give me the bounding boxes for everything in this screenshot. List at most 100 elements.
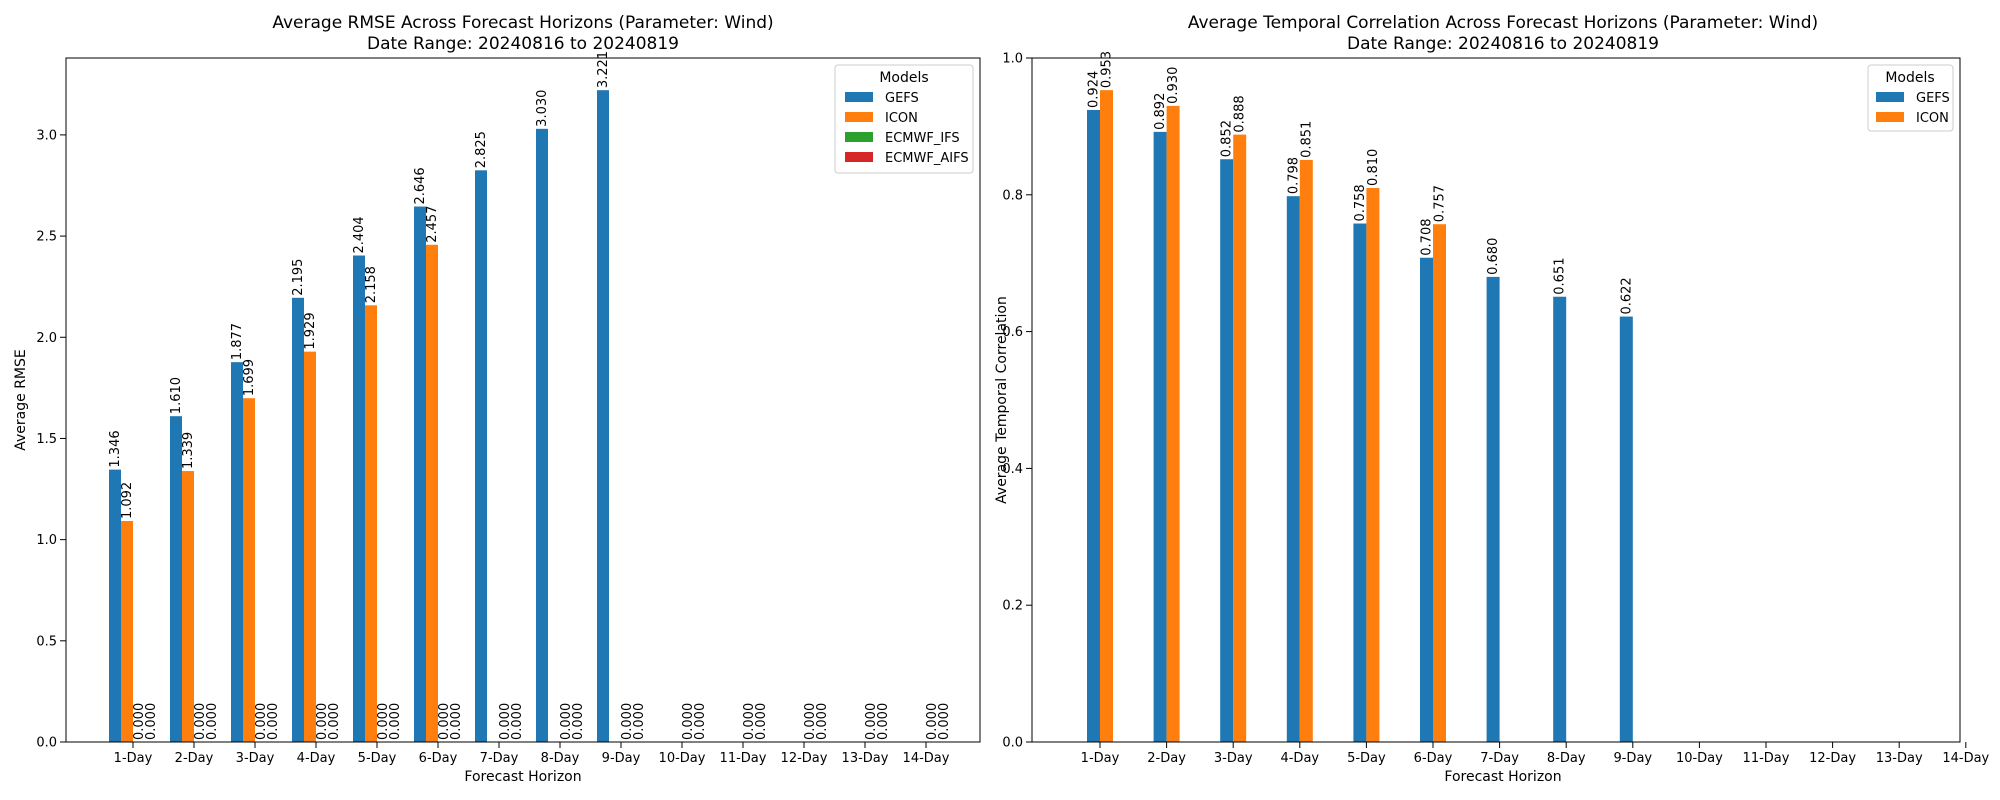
rmse-data-label-ecmwf-ifs-3-day: 0.000 [254,703,269,740]
corr-bar-icon-6-day [1433,224,1446,742]
corr-x-tick-label-1-day: 1-Day [1081,751,1120,766]
rmse-bar-gefs-5-day [353,255,365,742]
corr-y-ticks: 0.0 0.2 0.4 0.6 0.8 1.0 [1002,52,1032,751]
rmse-data-label-ecmwf-aifs-13-day: 0.000 [876,703,891,740]
rmse-data-label-icon-4-day: 1.929 [303,312,318,349]
corr-x-tick-label-2-day: 2-Day [1147,751,1186,766]
corr-x-tick-label-14-day: 14-Day [1942,751,1989,766]
rmse-data-label-ecmwf-ifs-8-day: 0.000 [559,703,574,740]
rmse-legend-label-ecmwf-aifs: ECMWF_AIFS [885,151,969,166]
rmse-bar-icon-1-day [121,521,133,742]
rmse-x-tick-label-9-day: 9-Day [602,751,641,766]
corr-y-tick-label: 0.6 [1002,325,1023,340]
rmse-legend-swatch-icon [845,112,873,122]
rmse-data-label-ecmwf-aifs-14-day: 0.000 [937,703,952,740]
corr-bars [1087,90,1633,743]
rmse-title-line2: Date Range: 20240816 to 20240819 [367,34,679,54]
rmse-title-line1: Average RMSE Across Forecast Horizons (P… [272,13,773,33]
rmse-data-label-ecmwf-aifs-5-day: 0.000 [388,703,403,740]
rmse-x-tick-label-4-day: 4-Day [297,751,336,766]
rmse-legend-label-icon: ICON [885,111,918,126]
corr-data-label-gefs-3-day: 0.852 [1220,120,1235,157]
rmse-data-label-ecmwf-aifs-9-day: 0.000 [632,703,647,740]
rmse-x-tick-label-12-day: 12-Day [781,751,828,766]
rmse-data-label-ecmwf-ifs-7-day: 0.000 [498,703,513,740]
rmse-data-label-ecmwf-aifs-8-day: 0.000 [571,703,586,740]
rmse-data-label-ecmwf-aifs-4-day: 0.000 [327,703,342,740]
corr-data-label-gefs-6-day: 0.708 [1420,219,1435,256]
rmse-legend-title: Models [879,70,928,86]
corr-legend-title: Models [1885,70,1934,86]
rmse-legend-label-ecmwf-ifs: ECMWF_IFS [885,131,960,146]
rmse-x-tick-label-14-day: 14-Day [903,751,950,766]
rmse-x-tick-label-1-day: 1-Day [114,751,153,766]
correlation-chart: Average Temporal Correlation Across Fore… [994,13,1990,785]
rmse-data-label-ecmwf-ifs-4-day: 0.000 [315,703,330,740]
corr-data-label-icon-2-day: 0.930 [1166,67,1181,104]
rmse-x-tick-label-5-day: 5-Day [358,751,397,766]
rmse-data-label-gefs-5-day: 2.404 [352,216,367,253]
rmse-bar-gefs-8-day [536,128,548,742]
corr-y-axis-label: Average Temporal Correlation [994,296,1010,504]
rmse-data-label-ecmwf-aifs-3-day: 0.000 [266,703,281,740]
corr-bar-icon-1-day [1100,90,1113,742]
rmse-data-label-ecmwf-ifs-10-day: 0.000 [681,703,696,740]
corr-legend-label-icon: ICON [1916,111,1949,126]
rmse-data-label-ecmwf-ifs-12-day: 0.000 [803,703,818,740]
rmse-legend-swatch-ecmwf-aifs [845,152,873,162]
corr-legend-items: GEFS ICON [1876,91,1950,126]
corr-y-tick-label: 0.0 [1002,736,1023,751]
rmse-data-label-icon-2-day: 1.339 [181,432,196,469]
corr-legend: Models GEFS ICON [1867,64,1954,132]
rmse-data-label-icon-5-day: 2.158 [364,266,379,303]
rmse-y-ticks: 0.0 0.5 1.0 1.5 2.0 2.5 3.0 [36,128,66,751]
corr-x-tick-label-12-day: 12-Day [1809,751,1856,766]
rmse-data-labels: 1.346 1.610 1.877 2.195 2.404 2.646 2.825 3.030… [108,51,952,740]
rmse-bars [109,90,609,743]
corr-data-label-icon-6-day: 0.757 [1433,185,1448,222]
rmse-bar-icon-3-day [243,398,255,742]
corr-x-tick-label-4-day: 4-Day [1280,751,1319,766]
rmse-x-tick-label-13-day: 13-Day [842,751,889,766]
corr-bar-gefs-8-day [1553,296,1567,742]
rmse-data-label-icon-1-day: 1.092 [120,482,135,519]
corr-x-tick-label-3-day: 3-Day [1214,751,1253,766]
rmse-data-label-ecmwf-aifs-1-day: 0.000 [144,703,159,740]
corr-data-label-icon-5-day: 0.810 [1366,149,1381,186]
rmse-x-tick-label-10-day: 10-Day [659,751,706,766]
corr-x-ticks: 1-Day 2-Day 3-Day 4-Day 5-Day 6-Day 7-Day 8-Day… [1081,742,1990,766]
rmse-y-tick-label: 1.5 [36,432,57,447]
rmse-data-label-ecmwf-aifs-11-day: 0.000 [754,703,769,740]
rmse-x-tick-label-7-day: 7-Day [480,751,519,766]
rmse-data-label-gefs-9-day: 3.221 [596,51,611,88]
rmse-data-label-ecmwf-aifs-10-day: 0.000 [693,703,708,740]
rmse-data-label-gefs-1-day: 1.346 [108,430,123,467]
corr-plot-frame [1031,57,1961,743]
rmse-bar-icon-4-day [304,351,316,742]
rmse-data-label-gefs-4-day: 2.195 [291,259,306,296]
rmse-data-label-icon-3-day: 1.699 [242,359,257,396]
rmse-bar-gefs-9-day [597,90,609,743]
rmse-data-label-gefs-8-day: 3.030 [535,90,550,127]
rmse-legend-swatch-ecmwf-ifs [845,132,873,142]
rmse-x-tick-label-6-day: 6-Day [419,751,458,766]
corr-legend-swatch-icon [1876,112,1904,122]
rmse-data-label-ecmwf-aifs-12-day: 0.000 [815,703,830,740]
corr-data-label-gefs-1-day: 0.924 [1087,71,1102,108]
corr-bar-gefs-4-day [1286,196,1300,743]
rmse-y-tick-label: 0.0 [36,736,57,751]
corr-legend-label-gefs: GEFS [1916,91,1950,106]
rmse-bar-gefs-6-day [414,206,426,743]
corr-x-tick-label-7-day: 7-Day [1480,751,1519,766]
corr-data-label-gefs-8-day: 0.651 [1553,258,1568,295]
corr-y-tick-label: 1.0 [1002,52,1023,67]
rmse-y-tick-label: 1.0 [36,533,57,548]
corr-bar-gefs-2-day [1153,131,1167,742]
rmse-bar-gefs-1-day [109,469,121,742]
rmse-data-label-gefs-7-day: 2.825 [474,131,489,168]
corr-y-tick-label: 0.4 [1002,462,1023,477]
corr-x-tick-label-10-day: 10-Day [1676,751,1723,766]
corr-x-axis-label: Forecast Horizon [1444,769,1561,785]
rmse-x-tick-label-11-day: 11-Day [720,751,767,766]
